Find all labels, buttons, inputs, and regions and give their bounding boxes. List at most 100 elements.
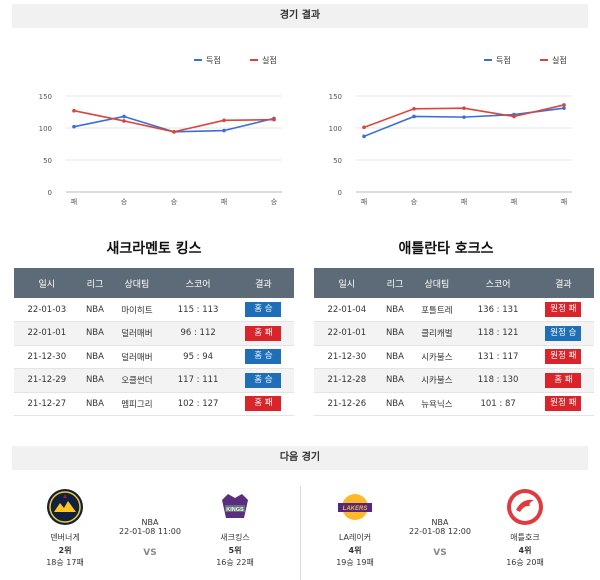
cell-result: 홈 패	[532, 368, 594, 393]
home-team-record: 18승 17패	[46, 558, 84, 567]
cell-league: NBA	[379, 368, 411, 393]
col-score: 스코어	[463, 268, 533, 298]
cell-score: 102 : 127	[163, 392, 233, 416]
table-row: 21-12-28 NBA 시카불스 118 : 130 홈 패	[314, 368, 594, 393]
legend-label: 실점	[262, 55, 277, 65]
y-tick-label: 0	[48, 189, 52, 197]
vs-label: VS	[143, 548, 157, 558]
x-tick-label: 승	[411, 198, 418, 206]
hawks-logo-icon	[506, 488, 544, 526]
y-tick-label: 150	[39, 93, 52, 101]
cell-opponent: 클리캐벌	[410, 321, 464, 346]
data-point	[512, 114, 516, 119]
home-team-record: 19승 19패	[336, 558, 374, 567]
table-row: 21-12-27 NBA 멤피그리 102 : 127 홈 패	[14, 392, 294, 416]
match-info: NBA 22-01-08 12:00 VS	[390, 518, 490, 558]
away-team: KINGS 새크킹스 5위 16승 22패	[200, 488, 270, 568]
match-divider	[300, 486, 301, 580]
table-row: 21-12-29 NBA 오클썬더 117 : 111 홈 승	[14, 368, 294, 393]
lakers-logo-icon: LAKERS	[336, 488, 374, 526]
legend-label: 득점	[496, 55, 511, 65]
cell-league: NBA	[79, 321, 111, 346]
cell-result: 홈 패	[232, 321, 294, 346]
table-row: 22-01-01 NBA 덜러매버 96 : 112 홈 패	[14, 321, 294, 346]
home-team-rank: 4위	[348, 546, 362, 555]
cell-result: 원정 패	[532, 298, 594, 322]
table-row: 21-12-30 NBA 덜러매버 95 : 94 홈 승	[14, 345, 294, 369]
data-point	[172, 130, 176, 134]
cell-league: NBA	[79, 298, 111, 322]
y-tick-label: 150	[329, 93, 342, 101]
cell-score: 117 : 111	[163, 368, 233, 393]
results-section-header: 경기 결과	[12, 4, 588, 28]
x-tick-label: 패	[561, 197, 567, 206]
col-score: 스코어	[163, 268, 233, 298]
data-point	[272, 117, 276, 122]
data-point	[462, 106, 466, 110]
y-tick-label: 50	[333, 157, 342, 165]
away-team-rank: 5위	[228, 546, 242, 555]
col-league: 리그	[379, 268, 411, 298]
cell-score: 118 : 121	[463, 321, 533, 346]
x-tick-label: 승	[171, 198, 178, 206]
match-league: NBA	[431, 518, 449, 527]
data-point	[362, 125, 366, 130]
cell-result: 원정 승	[532, 321, 594, 346]
cell-score: 115 : 113	[163, 298, 233, 322]
legend-label: 득점	[206, 55, 221, 65]
cell-opponent: 시카불스	[410, 345, 464, 369]
result-badge: 홈 승	[245, 372, 282, 388]
cell-result: 홈 승	[232, 368, 294, 393]
table-row: 21-12-30 NBA 시카불스 131 : 117 원정 패	[314, 345, 594, 369]
y-tick-label: 50	[43, 157, 52, 165]
cell-league: NBA	[379, 345, 411, 369]
cell-opponent: 덜러매버	[110, 345, 164, 369]
result-badge: 원정 패	[545, 302, 582, 317]
y-tick-label: 100	[329, 125, 342, 133]
col-date: 일시	[314, 268, 380, 298]
x-tick-label: 패	[71, 197, 77, 206]
data-point	[222, 118, 226, 123]
data-point	[562, 106, 566, 110]
match-info: NBA 22-01-08 11:00 VS	[100, 518, 200, 558]
cell-score: 95 : 94	[163, 345, 233, 369]
result-badge: 홈 패	[245, 396, 282, 412]
next-game-card-1[interactable]: 덴버너게 2위 18승 17패 NBA 22-01-08 11:00 VS KI…	[30, 488, 280, 580]
cell-opponent: 오클썬더	[110, 368, 164, 393]
cell-league: NBA	[379, 298, 411, 322]
cell-date: 22-01-01	[14, 321, 80, 346]
home-team-name: LA레이커	[338, 533, 372, 542]
cell-league: NBA	[79, 392, 111, 416]
result-badge: 원정 패	[545, 396, 582, 412]
next-game-card-2[interactable]: LAKERS LA레이커 4위 19승 19패 NBA 22-01-08 12:…	[320, 488, 570, 580]
chart-sacramento: 득점 실점 0 50 100 150 패 승 승 패 승	[10, 48, 300, 218]
cell-opponent: 멤피그리	[110, 392, 164, 416]
x-tick-label: 패	[221, 197, 227, 206]
chart-atlanta-svg: 득점 실점 0 50 100 150 패 승 패 패 패	[329, 55, 572, 206]
table-row: 22-01-04 NBA 포틀트레 136 : 131 원정 패	[314, 298, 594, 322]
cell-opponent: 포틀트레	[410, 298, 464, 322]
cell-result: 원정 패	[532, 392, 594, 416]
away-team-record: 16승 20패	[506, 558, 544, 567]
cell-date: 21-12-26	[314, 392, 380, 416]
cell-opponent: 덜러매버	[110, 321, 164, 346]
col-opponent: 상대팀	[410, 268, 464, 298]
nuggets-logo-icon	[46, 488, 84, 526]
team-title-sacramento: 새크라멘토 킹스	[106, 241, 202, 257]
svg-text:KINGS: KINGS	[226, 507, 244, 513]
cell-date: 22-01-01	[314, 321, 380, 346]
data-point	[412, 107, 416, 111]
cell-league: NBA	[379, 321, 411, 346]
cell-result: 원정 패	[532, 345, 594, 369]
cell-score: 131 : 117	[463, 345, 533, 369]
team-title-atlanta: 애틀란타 호크스	[398, 241, 494, 257]
data-point	[122, 119, 126, 123]
next-games-section-header: 다음 경기	[12, 446, 588, 470]
home-team: LAKERS LA레이커 4위 19승 19패	[320, 488, 390, 568]
col-league: 리그	[79, 268, 111, 298]
away-team-name: 새크킹스	[220, 533, 250, 542]
result-badge: 원정 승	[545, 325, 582, 341]
away-team-rank: 4위	[518, 546, 532, 555]
data-point	[562, 103, 566, 107]
series-line-scored	[73, 115, 275, 133]
